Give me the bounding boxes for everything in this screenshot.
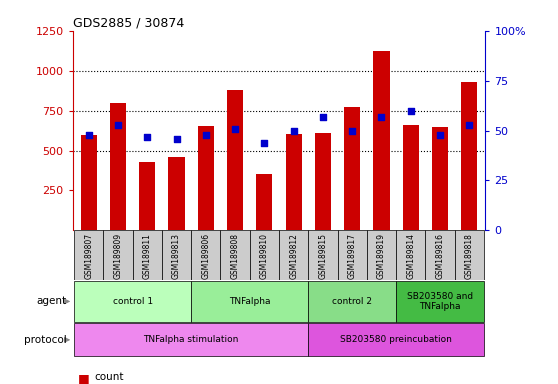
Text: GSM189818: GSM189818 [465, 233, 474, 279]
Bar [74, 230, 103, 280]
Text: GSM189810: GSM189810 [260, 233, 269, 279]
Bar [455, 230, 484, 280]
Bar [256, 174, 272, 230]
Text: count: count [95, 372, 124, 382]
Bar [191, 230, 220, 280]
Point [113, 121, 122, 127]
Bar [191, 281, 308, 322]
Text: agent: agent [37, 296, 67, 306]
Bar [133, 230, 162, 280]
Bar [403, 125, 419, 230]
Text: control 1: control 1 [113, 297, 153, 306]
Bar [308, 230, 338, 280]
Point [406, 108, 415, 114]
Bar [74, 281, 191, 322]
Bar [367, 230, 396, 280]
Text: ■: ■ [78, 372, 90, 384]
Bar [373, 51, 389, 230]
Bar [169, 157, 185, 230]
Text: SB203580 and
TNFalpha: SB203580 and TNFalpha [407, 292, 473, 311]
Text: GSM189806: GSM189806 [201, 233, 210, 279]
Text: SB203580 preincubation: SB203580 preincubation [340, 335, 452, 344]
Bar [344, 108, 360, 230]
Point [201, 131, 210, 137]
Point [289, 127, 298, 134]
Text: GSM189815: GSM189815 [319, 233, 328, 279]
Bar [308, 323, 484, 356]
Text: GSM189807: GSM189807 [84, 233, 93, 279]
Bar [315, 133, 331, 230]
Bar [432, 127, 448, 230]
Text: GSM189814: GSM189814 [406, 233, 415, 279]
Text: GDS2885 / 30874: GDS2885 / 30874 [73, 17, 184, 30]
Point [348, 127, 357, 134]
Bar [220, 230, 250, 280]
Bar [227, 90, 243, 230]
Point [84, 131, 93, 137]
Bar [279, 230, 308, 280]
Bar [110, 103, 126, 230]
Text: GSM189811: GSM189811 [143, 233, 152, 279]
Bar [308, 281, 396, 322]
Text: GSM189808: GSM189808 [230, 233, 239, 279]
Bar [396, 230, 425, 280]
Bar [286, 134, 302, 230]
Point [172, 136, 181, 142]
Bar [162, 230, 191, 280]
Text: GSM189812: GSM189812 [289, 233, 298, 279]
Bar [80, 134, 97, 230]
Point [436, 131, 445, 137]
Text: GSM189813: GSM189813 [172, 233, 181, 279]
Text: GSM189809: GSM189809 [113, 233, 122, 279]
Bar [425, 230, 455, 280]
Text: GSM189816: GSM189816 [436, 233, 445, 279]
Bar [139, 162, 155, 230]
Point [319, 114, 328, 120]
Point [260, 139, 269, 146]
Bar [250, 230, 279, 280]
Text: TNFalpha stimulation: TNFalpha stimulation [143, 335, 239, 344]
Bar [103, 230, 133, 280]
Point [143, 134, 152, 140]
Text: protocol: protocol [24, 335, 67, 345]
Point [465, 121, 474, 127]
Text: TNFalpha: TNFalpha [229, 297, 271, 306]
Text: control 2: control 2 [332, 297, 372, 306]
Point [230, 126, 239, 132]
Text: GSM189817: GSM189817 [348, 233, 357, 279]
Point [377, 114, 386, 120]
Bar [396, 281, 484, 322]
Bar [198, 126, 214, 230]
Bar [74, 323, 308, 356]
Bar [461, 82, 478, 230]
Bar [338, 230, 367, 280]
Text: GSM189819: GSM189819 [377, 233, 386, 279]
